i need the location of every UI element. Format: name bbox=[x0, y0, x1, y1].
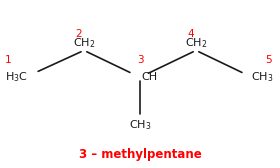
Text: 4: 4 bbox=[187, 29, 194, 39]
Text: 3 – methylpentane: 3 – methylpentane bbox=[79, 148, 201, 161]
Text: 3: 3 bbox=[137, 55, 143, 66]
Text: CH$_3$: CH$_3$ bbox=[129, 118, 151, 132]
Text: CH$_2$: CH$_2$ bbox=[73, 36, 95, 50]
Text: CH: CH bbox=[141, 72, 158, 82]
Text: 2: 2 bbox=[75, 29, 82, 39]
Text: CH$_2$: CH$_2$ bbox=[185, 36, 207, 50]
Text: 5: 5 bbox=[265, 55, 272, 66]
Text: 1: 1 bbox=[5, 55, 12, 66]
Text: H$_3$C: H$_3$C bbox=[5, 70, 28, 84]
Text: CH$_3$: CH$_3$ bbox=[251, 70, 273, 84]
